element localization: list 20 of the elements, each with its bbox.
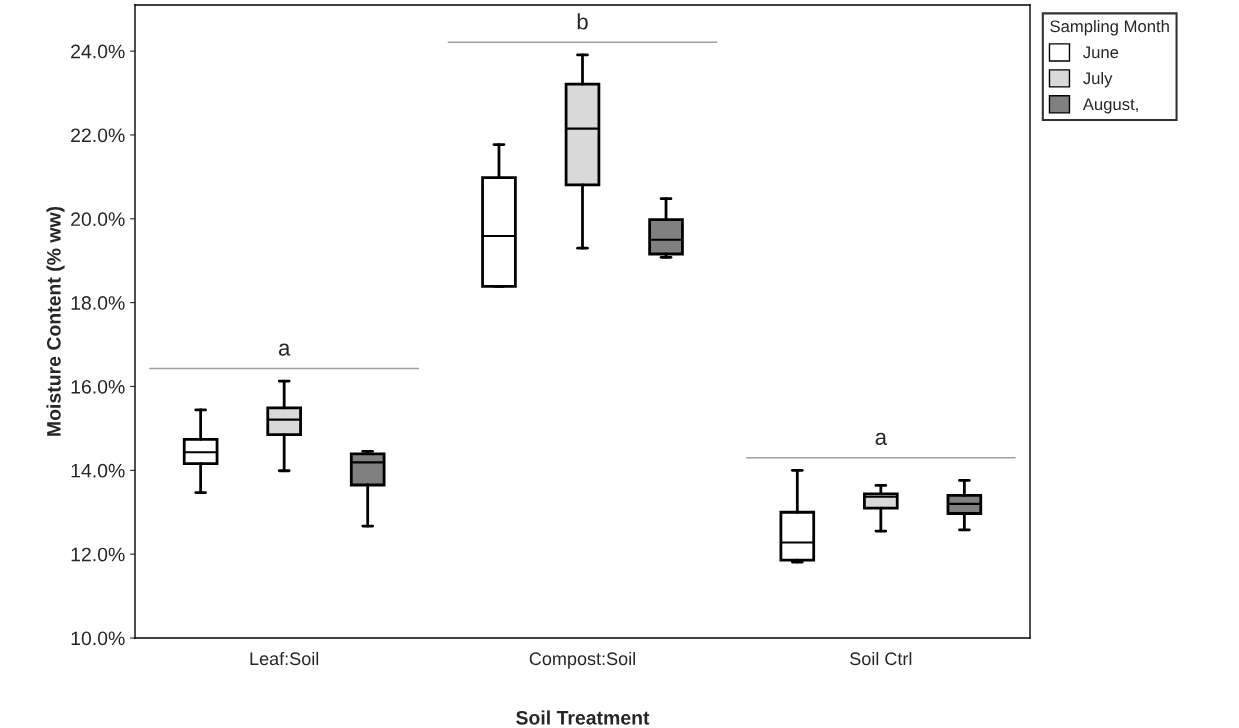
y-tick-label: 16.0% xyxy=(71,379,125,394)
annotation: a xyxy=(875,432,888,446)
x-tick-label: Compost:Soil xyxy=(529,651,635,669)
y-tick-label: 22.0% xyxy=(71,128,125,143)
y-axis-title: Moisture Content (% ww) xyxy=(46,206,65,436)
legend-label: June xyxy=(1083,46,1119,59)
annotation: a xyxy=(278,343,291,356)
x-tick-label: Leaf:Soil xyxy=(250,651,319,666)
legend-label: August, xyxy=(1082,98,1138,114)
legend-label: July xyxy=(1083,71,1113,88)
y-tick-label: 10.0% xyxy=(71,631,125,646)
legend-title: Sampling Month xyxy=(1050,20,1169,36)
y-tick-label: 18.0% xyxy=(71,296,125,310)
y-tick-label: 12.0% xyxy=(71,547,125,562)
x-tick-label: Soil Ctrl xyxy=(850,651,912,666)
y-tick-label: 20.0% xyxy=(71,212,125,227)
y-tick-label: 14.0% xyxy=(71,463,125,478)
y-tick-label: 24.0% xyxy=(71,44,125,59)
x-axis-title: Soil Treatment xyxy=(516,710,650,725)
annotation: b xyxy=(577,13,588,30)
